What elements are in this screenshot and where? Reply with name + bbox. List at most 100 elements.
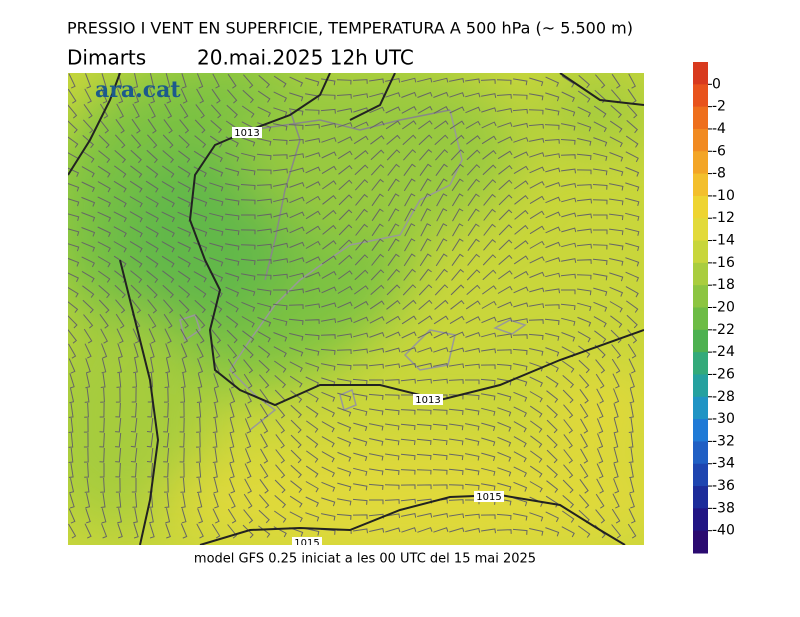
wind-barb (149, 343, 155, 359)
wind-barb (85, 73, 92, 89)
wind-barb (448, 408, 464, 415)
wind-barb (384, 408, 400, 415)
wind-barb (273, 107, 288, 117)
wind-barb (577, 106, 591, 118)
wind-barb (337, 108, 353, 113)
wind-barb (130, 165, 143, 178)
wind-barb (84, 462, 89, 478)
wind-barb (353, 348, 368, 354)
wind-barb (181, 73, 187, 89)
wind-barb (180, 328, 189, 344)
wind-barb (562, 375, 575, 389)
wind-barb (85, 508, 91, 524)
colorbar-label: -8 (712, 166, 726, 182)
wind-barb (513, 255, 529, 265)
wind-barb (353, 437, 368, 447)
map: 1013 1013 1015 1015 ara.cat (68, 73, 644, 545)
wind-barb (289, 361, 303, 373)
wind-barb (433, 513, 449, 518)
wind-barb (497, 436, 512, 447)
wind-barb (369, 78, 384, 84)
wind-barb (321, 481, 336, 492)
wind-barb (81, 196, 96, 207)
colorbar-label: -30 (712, 411, 735, 427)
wind-barb (465, 453, 480, 461)
wind-barb (611, 524, 622, 539)
wind-barb (629, 388, 635, 404)
wind-barb (613, 433, 619, 449)
wind-barb (401, 106, 417, 114)
wind-barb (161, 241, 175, 253)
wind-barb (593, 168, 608, 176)
wind-barb (369, 423, 384, 431)
wind-barb (227, 508, 237, 524)
wind-barb (336, 79, 352, 85)
wind-barb (305, 166, 321, 174)
wind-barb (244, 418, 252, 434)
wind-barb (131, 462, 137, 478)
wind-barb (129, 211, 143, 223)
wind-barb (593, 287, 608, 297)
wind-barb (481, 316, 497, 324)
wind-barb (465, 438, 480, 446)
wind-barb (544, 124, 560, 130)
wind-barb (497, 136, 513, 144)
wind-barb (225, 152, 240, 162)
wind-barb (563, 419, 574, 434)
wind-barb (68, 432, 74, 448)
wind-barb (529, 181, 545, 189)
wind-barb (197, 358, 204, 374)
colorbar-label: -10 (712, 188, 735, 204)
wind-barb (68, 104, 78, 119)
wind-barb (432, 423, 448, 430)
wind-barb (560, 273, 576, 279)
wind-barb (579, 374, 590, 389)
wind-barb (165, 358, 171, 374)
wind-barb (467, 178, 480, 191)
wind-barb (498, 270, 513, 280)
wind-barb (273, 289, 288, 295)
wind-barb (197, 508, 204, 524)
wind-barb (386, 284, 401, 296)
wind-barb (260, 433, 269, 449)
wind-barb (209, 151, 223, 163)
wind-barb (613, 448, 619, 464)
wind-barb (116, 103, 124, 119)
wind-barb (321, 78, 336, 86)
wind-barb (513, 513, 528, 521)
wind-barb (85, 373, 91, 389)
wind-barb (613, 478, 620, 494)
wind-barb (196, 388, 202, 403)
wind-barb (241, 152, 256, 161)
wind-barb (289, 375, 303, 388)
wind-barb (464, 363, 480, 369)
wind-barb (179, 402, 185, 418)
wind-barb (101, 523, 108, 539)
wind-barb (402, 120, 417, 130)
wind-barb (448, 468, 464, 475)
wind-barb (84, 478, 90, 493)
wind-barb (464, 393, 480, 400)
wind-barb (596, 463, 604, 479)
wind-barb (100, 373, 106, 388)
wind-barb (467, 208, 480, 222)
wind-barb (257, 331, 271, 343)
wind-barb (628, 418, 634, 433)
wind-barb (240, 184, 256, 190)
wind-barb (481, 135, 497, 145)
wind-barb (321, 122, 337, 128)
wind-barb (625, 197, 640, 207)
wind-barb (449, 363, 465, 369)
wind-barb (117, 358, 122, 374)
wind-barb (99, 314, 109, 329)
wind-barb (417, 362, 433, 368)
wind-barb (258, 359, 270, 374)
colorbar-label: 0 (712, 76, 721, 92)
wind-barb (229, 433, 235, 449)
wind-barb (545, 272, 561, 278)
wind-barb (498, 179, 513, 191)
wind-barb (449, 438, 464, 446)
wind-barb (162, 150, 175, 164)
wind-barb (148, 492, 154, 508)
wind-barb (386, 299, 401, 310)
